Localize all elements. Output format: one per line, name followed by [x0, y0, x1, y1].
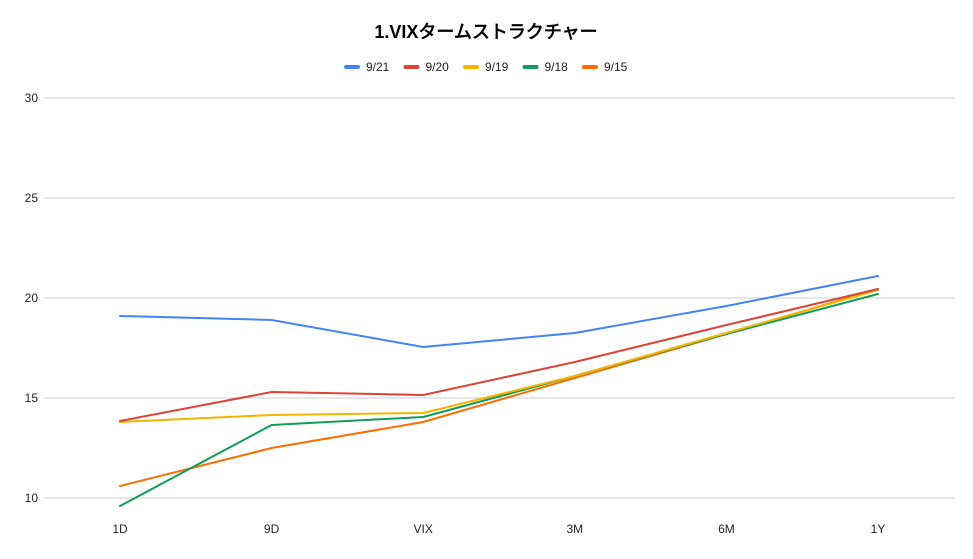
y-axis-ticks: 10 15 20 25 30	[25, 91, 39, 505]
y-tick-label: 30	[25, 91, 39, 105]
x-tick-label: 1D	[112, 522, 128, 536]
y-tick-label: 10	[25, 491, 39, 505]
legend-label: 9/20	[426, 60, 450, 74]
legend-label: 9/21	[366, 60, 390, 74]
series-line-9-18	[119, 293, 879, 507]
chart-legend: 9/21 9/20 9/19 9/18 9/15	[344, 60, 628, 74]
x-tick-label: 1Y	[871, 522, 886, 536]
x-tick-label: 9D	[264, 522, 280, 536]
series-line-9-20	[119, 288, 879, 422]
y-tick-label: 20	[25, 291, 39, 305]
legend-label: 9/18	[545, 60, 569, 74]
x-axis-ticks: 1D 9D VIX 3M 6M 1Y	[112, 522, 885, 536]
chart-gridlines	[44, 97, 955, 499]
series-line-9-19	[119, 289, 879, 423]
chart-title: 1.VIXタームストラクチャー	[374, 22, 597, 42]
chart-series	[119, 275, 879, 507]
x-tick-label: 3M	[566, 522, 583, 536]
x-tick-label: 6M	[718, 522, 735, 536]
legend-label: 9/15	[604, 60, 628, 74]
y-tick-label: 25	[25, 191, 39, 205]
x-tick-label: VIX	[414, 522, 433, 536]
legend-label: 9/19	[485, 60, 509, 74]
y-tick-label: 15	[25, 391, 39, 405]
series-line-9-21	[119, 275, 879, 348]
